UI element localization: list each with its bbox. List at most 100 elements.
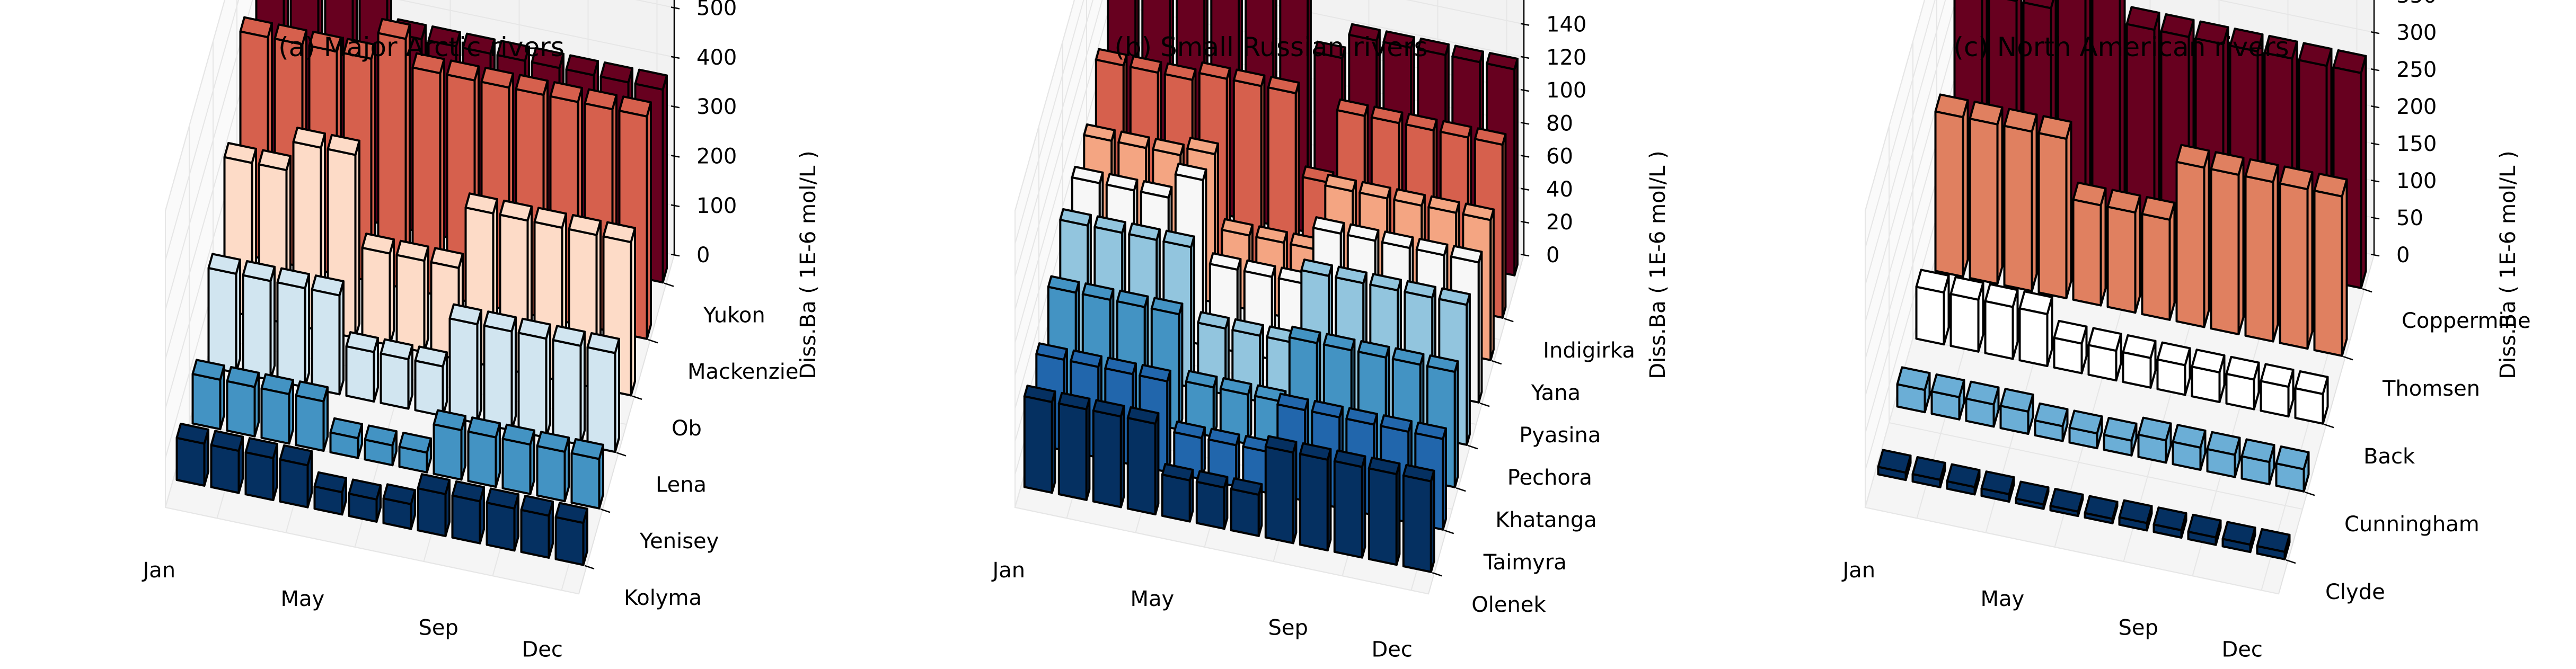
bar-olenek-month-11 <box>1368 457 1401 566</box>
bar-cunningham-month-12 <box>2275 445 2310 493</box>
bar-top-face <box>239 16 273 39</box>
bar-front-face <box>210 444 240 494</box>
bar-olenek-month-9 <box>1299 442 1332 551</box>
z-tick-label: 120 <box>1546 46 1586 70</box>
bar-top-face <box>295 380 329 403</box>
bar-side-face <box>1085 397 1091 501</box>
bar-top-face <box>1276 393 1309 412</box>
z-tick-label: 140 <box>1546 13 1586 37</box>
grid-line-z <box>1014 0 1524 310</box>
bar-front-face <box>295 394 325 452</box>
bar-kolyma-month-2 <box>210 430 244 494</box>
bar-top-face <box>1346 223 1380 242</box>
z-tick-mark <box>2370 105 2380 109</box>
bar-top-face <box>2103 417 2138 442</box>
grid-line-y <box>189 126 603 510</box>
bar-side-face <box>1477 251 1483 404</box>
bar-lena-month-5 <box>345 331 379 403</box>
x-tick-label: Sep <box>1268 616 1308 640</box>
bars <box>175 0 668 566</box>
bar-lena-month-1 <box>207 253 241 374</box>
bar-thomsen-month-10 <box>2244 158 2279 343</box>
bar-front-face <box>1934 110 1964 278</box>
grid-line-y <box>1865 211 2279 595</box>
bar-top-face <box>1896 366 1931 391</box>
bar-top-face <box>345 331 379 353</box>
grid-line-z <box>165 0 675 310</box>
bar-top-face <box>1174 163 1207 181</box>
bar-cunningham-month-2 <box>1930 373 1965 421</box>
bar-top-face <box>210 430 244 452</box>
bar-side-face <box>1453 360 1459 488</box>
bar-olenek-month-5 <box>1161 463 1194 523</box>
bar-top-face <box>496 40 530 62</box>
bar-side-face <box>1178 302 1184 431</box>
bar-front-face <box>191 373 222 431</box>
bar-cunningham-month-6 <box>2068 409 2103 450</box>
bar-yenisey-month-9 <box>467 416 501 488</box>
y-tick-label: Yenisey <box>639 529 719 554</box>
bar-top-face <box>1370 105 1404 124</box>
bar-top-face <box>1369 273 1402 292</box>
bar-top-face <box>1243 259 1276 278</box>
z-tick-label: 100 <box>696 194 737 218</box>
bar-top-face <box>549 81 583 103</box>
bar-side-face <box>1190 235 1195 388</box>
bar-side-face <box>1442 427 1447 531</box>
bar-thomsen-month-1 <box>1934 93 1969 278</box>
bar-front-face <box>2018 307 2049 367</box>
bar-top-face <box>2034 402 2069 427</box>
bar-front-face <box>260 387 290 445</box>
bar-top-face <box>1381 230 1414 249</box>
bar-top-face <box>1934 93 1969 119</box>
bar-yenisey-month-5 <box>329 417 363 459</box>
bar-top-face <box>1911 456 1946 481</box>
bar-side-face <box>1962 99 1969 278</box>
bar-top-face <box>1092 399 1125 418</box>
bar-top-face <box>2244 158 2279 183</box>
z-tick-label: 200 <box>2396 95 2437 119</box>
z-tick-label: 40 <box>1546 177 1573 202</box>
bar-top-face <box>1999 388 2034 413</box>
z-tick-mark <box>671 204 680 208</box>
z-tick-mark <box>1520 253 1530 257</box>
bar-top-face <box>568 214 602 236</box>
bar-top-face <box>2106 189 2141 214</box>
bar-side-face <box>389 238 395 346</box>
bar-clyde-month-11 <box>2221 521 2256 554</box>
bar-front-face <box>1195 480 1225 530</box>
bar-top-face <box>2187 513 2222 539</box>
bar-front-face <box>1984 300 2014 360</box>
bar-side-face <box>661 74 668 284</box>
bar-top-face <box>433 409 466 432</box>
bar-front-face <box>467 430 497 488</box>
tick-labels: 020406080100120140160180JanMaySepDecOlen… <box>991 0 1635 662</box>
bar-top-face <box>1288 325 1321 344</box>
bar-front-face <box>486 502 516 552</box>
bar-front-face <box>2210 168 2240 335</box>
grid-line-z <box>165 0 225 211</box>
bar-top-face <box>531 47 564 69</box>
bar-top-face <box>2049 488 2084 513</box>
bar-back-month-5 <box>2053 319 2088 374</box>
bar-top-face <box>2003 108 2038 133</box>
bar-cunningham-month-5 <box>2034 402 2069 442</box>
bar-clyde-month-2 <box>1911 456 1946 488</box>
bar-side-face <box>2237 157 2245 335</box>
bar-top-face <box>1221 218 1254 237</box>
bar-side-face <box>1051 390 1056 494</box>
bar-yenisey-month-12 <box>570 438 604 510</box>
bar-khatanga-month-5 <box>1185 370 1218 438</box>
bar-top-face <box>1255 225 1288 244</box>
bar-top-face <box>1185 370 1218 389</box>
grid-line-z <box>1865 0 1936 248</box>
bar-top-face <box>1393 188 1426 207</box>
bar-top-face <box>244 437 278 459</box>
bar-top-face <box>2118 499 2153 524</box>
bar-top-face <box>1984 283 2019 308</box>
bar-front-face <box>244 451 275 502</box>
bar-top-face <box>486 487 519 510</box>
x-tick-label: Sep <box>419 616 458 640</box>
bar-front-face <box>1402 474 1432 573</box>
